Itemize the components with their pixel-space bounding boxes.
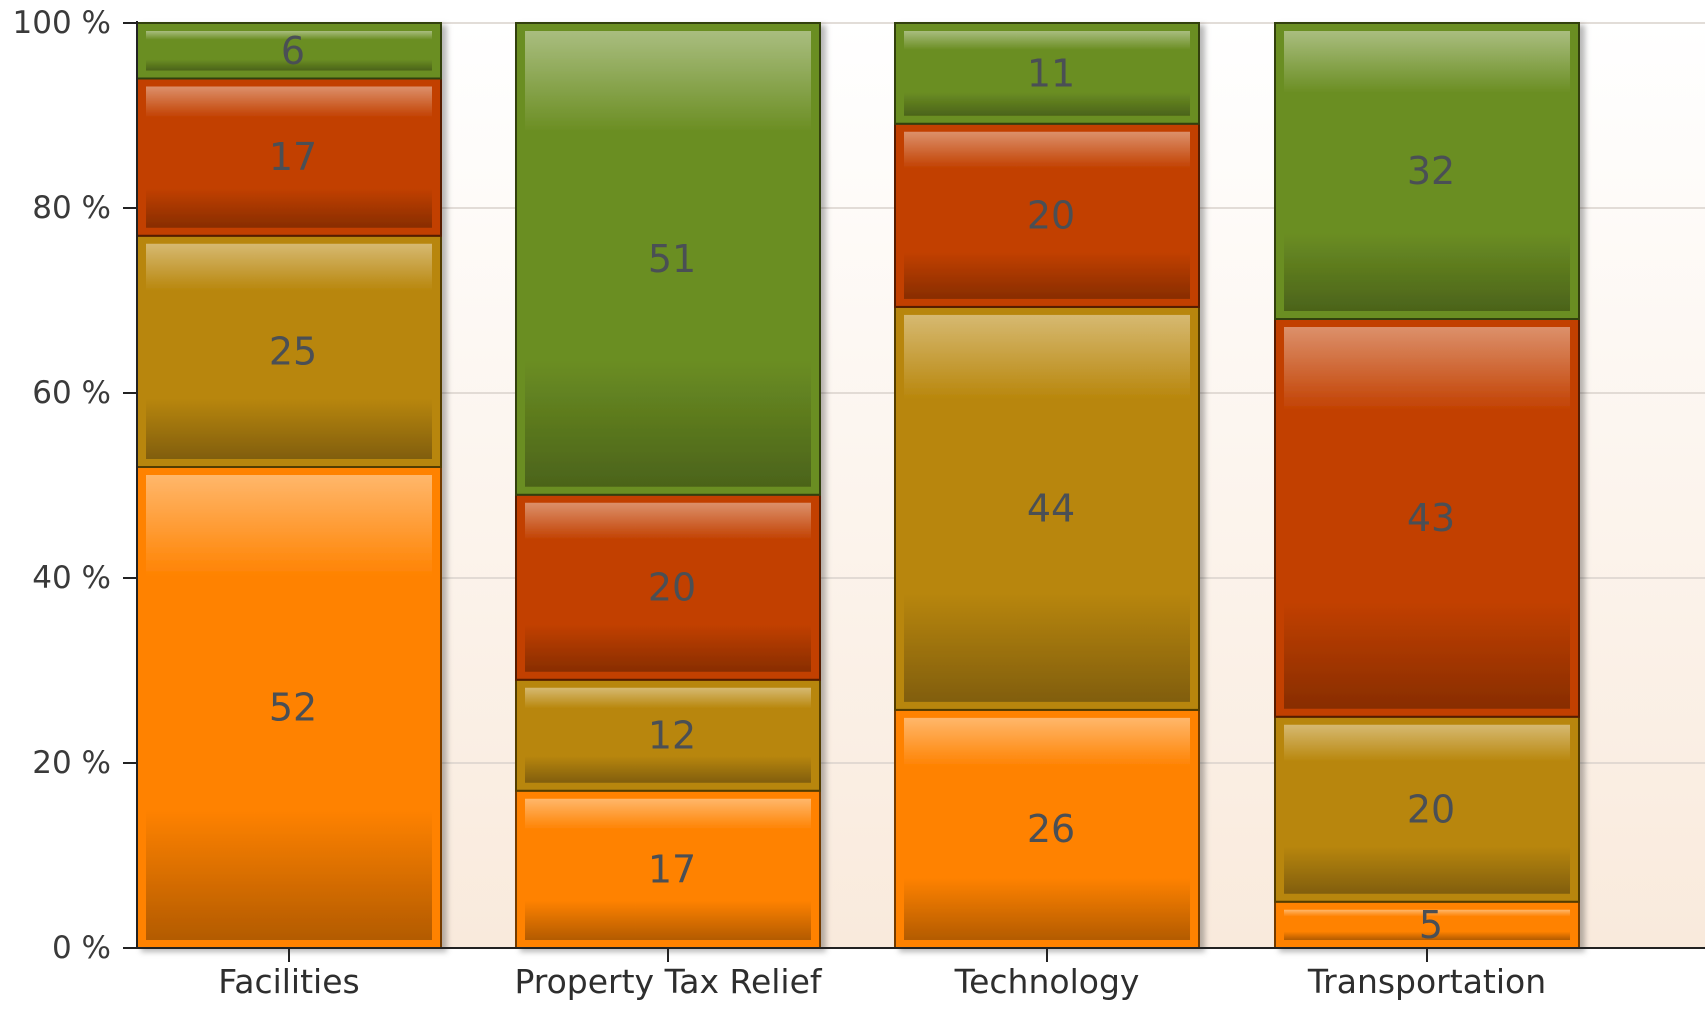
y-tick-label: 100 % [13, 5, 111, 41]
bar-segment-inner [1284, 909, 1570, 940]
data-label: 25 [269, 329, 317, 373]
bar-stack [894, 22, 1200, 949]
data-label: 12 [648, 713, 696, 757]
data-label: 32 [1407, 149, 1455, 193]
bar-segment-inner [1284, 31, 1570, 311]
data-label: 6 [281, 29, 305, 73]
data-label: 44 [1027, 486, 1075, 530]
data-label: 20 [648, 565, 696, 609]
bar-segment-inner [904, 314, 1190, 702]
axes: 0 % 20 % 40 % 60 % 80 % 100 % Facilities Proper… [13, 5, 1705, 1001]
bar-segment-inner [146, 86, 432, 228]
data-label: 26 [1027, 807, 1075, 851]
bar-stack [136, 22, 442, 949]
bar-segment-inner [146, 243, 432, 459]
data-label: 43 [1407, 496, 1455, 540]
bar-segment-inner [146, 475, 432, 940]
bar-segment-inner [146, 31, 432, 71]
data-label: 11 [1027, 51, 1075, 95]
bar-segment-inner [904, 717, 1190, 940]
bars: 52 25 17 6 17 12 20 51 26 44 20 11 5 20 43 32 [136, 22, 1580, 949]
bar-stack [1274, 22, 1580, 949]
x-tick-label: Facilities [218, 962, 359, 1001]
y-tick-label: 20 % [32, 745, 111, 781]
data-label: 17 [269, 135, 317, 179]
data-label: 20 [1027, 193, 1075, 237]
bar-segment-inner [525, 687, 811, 783]
data-label: 20 [1407, 787, 1455, 831]
bar-segment-inner [904, 31, 1190, 116]
bar-segment-inner [525, 31, 811, 487]
y-tick-label: 80 % [32, 190, 111, 226]
bar-segment-inner [904, 131, 1190, 299]
data-label: 17 [648, 847, 696, 891]
bar-segment-inner [1284, 724, 1570, 894]
x-tick-label: Technology [954, 962, 1140, 1001]
data-label: 51 [648, 237, 696, 281]
bar-stack [515, 22, 821, 949]
bar-segment-inner [1284, 327, 1570, 709]
data-label: 52 [269, 686, 317, 730]
x-tick-label: Property Tax Relief [514, 962, 822, 1001]
bar-segment-inner [525, 798, 811, 940]
bar-segment-inner [525, 502, 811, 672]
y-tick-label: 40 % [32, 560, 111, 596]
y-tick-label: 60 % [32, 375, 111, 411]
data-label: 5 [1419, 903, 1443, 947]
x-tick-label: Transportation [1307, 962, 1546, 1001]
y-tick-label: 0 % [52, 930, 111, 966]
